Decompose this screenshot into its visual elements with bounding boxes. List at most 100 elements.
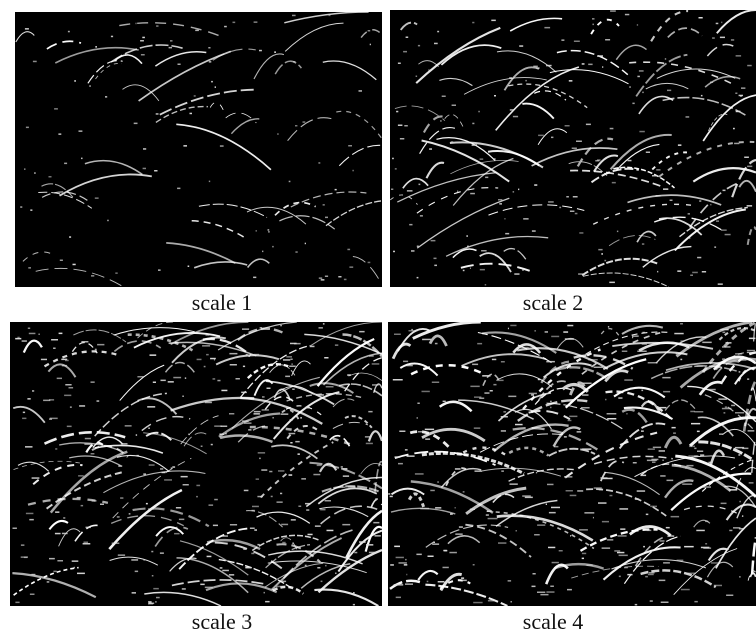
edge-stroke (592, 24, 594, 26)
edge-stroke (335, 344, 338, 346)
edge-stroke (744, 157, 749, 159)
edge-stroke (428, 69, 429, 71)
edge-stroke (498, 199, 502, 201)
edge-stroke (434, 265, 437, 267)
edge-stroke (564, 436, 567, 438)
edge-stroke (252, 510, 255, 512)
edge-stroke (650, 600, 653, 602)
edge-stroke (136, 434, 137, 436)
edge-stroke (305, 243, 306, 245)
edge-stroke (629, 86, 631, 88)
edge-stroke (479, 111, 480, 113)
edge-stroke (444, 550, 447, 552)
edge-stroke (531, 394, 534, 396)
edge-stroke (682, 483, 692, 485)
edge-stroke (659, 450, 665, 452)
edge-stroke (298, 453, 300, 455)
edge-stroke (438, 581, 445, 583)
edge-stroke (510, 325, 516, 327)
edge-stroke (537, 592, 545, 594)
edge-stroke (269, 541, 271, 543)
edge-stroke (588, 64, 592, 66)
edge-stroke (697, 431, 700, 433)
edge-stroke (605, 39, 610, 41)
edge-stroke (452, 105, 456, 107)
edge-stroke (608, 326, 609, 328)
edge-stroke (79, 405, 85, 407)
edge-stroke (491, 20, 496, 22)
edge-stroke (546, 591, 554, 593)
edge-stroke (548, 201, 554, 203)
edge-stroke (69, 236, 71, 238)
edge-stroke (317, 465, 322, 467)
edge-stroke (663, 391, 670, 393)
edge-stroke (289, 366, 296, 368)
edge-stroke (49, 558, 55, 560)
edge-stroke (573, 196, 578, 198)
edge-stroke (579, 529, 588, 531)
edge-stroke (343, 487, 346, 489)
edge-stroke (720, 37, 725, 39)
edge-stroke (422, 339, 431, 341)
edge-stroke (546, 65, 552, 67)
edge-stroke (419, 184, 421, 186)
edge-stroke (723, 190, 726, 192)
edge-stroke (602, 521, 609, 523)
edge-stroke (405, 449, 408, 451)
edge-stroke (575, 213, 578, 215)
edge-stroke (26, 127, 29, 129)
edge-stroke (443, 567, 449, 569)
edge-stroke (91, 275, 94, 277)
edge-stroke (734, 143, 739, 145)
edge-stroke (511, 601, 512, 603)
edge-stroke (135, 571, 138, 573)
edge-stroke (472, 364, 478, 366)
edge-stroke (277, 501, 283, 503)
edge-stroke (368, 30, 371, 32)
edge-stroke (233, 22, 236, 24)
edge-stroke (65, 384, 71, 386)
edge-stroke (595, 160, 599, 162)
edge-stroke (473, 564, 475, 566)
edge-stroke (701, 547, 710, 549)
edge-stroke (415, 473, 424, 475)
edge-stroke (281, 413, 289, 415)
edge-stroke (735, 412, 744, 414)
edge-stroke (78, 475, 84, 477)
edge-stroke (290, 343, 297, 345)
edge-stroke (532, 230, 536, 232)
edge-stroke (359, 331, 364, 333)
edge-stroke (220, 567, 223, 569)
edge-stroke (25, 28, 29, 30)
edge-stroke (610, 128, 614, 130)
edge-stroke (91, 381, 95, 383)
edge-stroke (342, 524, 350, 526)
edge-stroke (242, 420, 249, 422)
edge-stroke (276, 586, 284, 588)
edge-stroke (72, 560, 79, 562)
edge-stroke (523, 218, 528, 220)
edge-stroke (550, 586, 554, 588)
edge-stroke (394, 584, 404, 586)
edge-stroke (712, 37, 715, 39)
edge-stroke (661, 602, 669, 604)
edge-stroke (73, 264, 76, 266)
edge-stroke (651, 459, 658, 461)
edge-stroke (211, 444, 213, 446)
edge-stroke (508, 328, 509, 330)
edge-stroke (434, 258, 437, 260)
edge-stroke (582, 63, 585, 64)
edge-stroke (315, 525, 321, 527)
edge-stroke (430, 490, 435, 492)
edge-stroke (592, 18, 595, 20)
edge-stroke (318, 162, 320, 164)
edge-stroke (747, 350, 755, 352)
edge-stroke (470, 509, 475, 511)
edge-stroke (472, 123, 474, 125)
edge-stroke (321, 581, 323, 583)
edge-stroke (565, 338, 574, 340)
edge-stroke (373, 522, 379, 524)
edge-stroke (25, 446, 33, 448)
edge-stroke (619, 576, 621, 578)
edge-stroke (55, 533, 61, 535)
